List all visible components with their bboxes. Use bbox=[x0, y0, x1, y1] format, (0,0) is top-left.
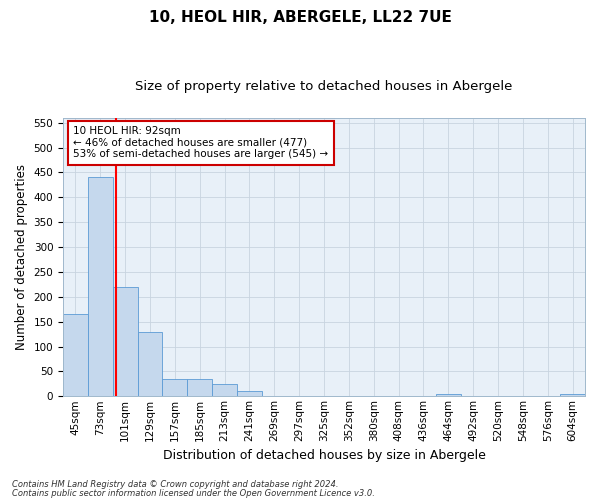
Bar bbox=[436, 394, 461, 396]
Bar bbox=[88, 178, 113, 396]
Bar bbox=[137, 332, 163, 396]
Y-axis label: Number of detached properties: Number of detached properties bbox=[15, 164, 28, 350]
Title: Size of property relative to detached houses in Abergele: Size of property relative to detached ho… bbox=[136, 80, 513, 93]
Bar bbox=[187, 379, 212, 396]
X-axis label: Distribution of detached houses by size in Abergele: Distribution of detached houses by size … bbox=[163, 450, 485, 462]
Text: Contains public sector information licensed under the Open Government Licence v3: Contains public sector information licen… bbox=[12, 488, 375, 498]
Bar bbox=[113, 287, 137, 397]
Text: Contains HM Land Registry data © Crown copyright and database right 2024.: Contains HM Land Registry data © Crown c… bbox=[12, 480, 338, 489]
Bar bbox=[237, 392, 262, 396]
Text: 10 HEOL HIR: 92sqm
← 46% of detached houses are smaller (477)
53% of semi-detach: 10 HEOL HIR: 92sqm ← 46% of detached hou… bbox=[73, 126, 329, 160]
Text: 10, HEOL HIR, ABERGELE, LL22 7UE: 10, HEOL HIR, ABERGELE, LL22 7UE bbox=[149, 10, 451, 25]
Bar bbox=[63, 314, 88, 396]
Bar bbox=[212, 384, 237, 396]
Bar bbox=[163, 379, 187, 396]
Bar bbox=[560, 394, 585, 396]
